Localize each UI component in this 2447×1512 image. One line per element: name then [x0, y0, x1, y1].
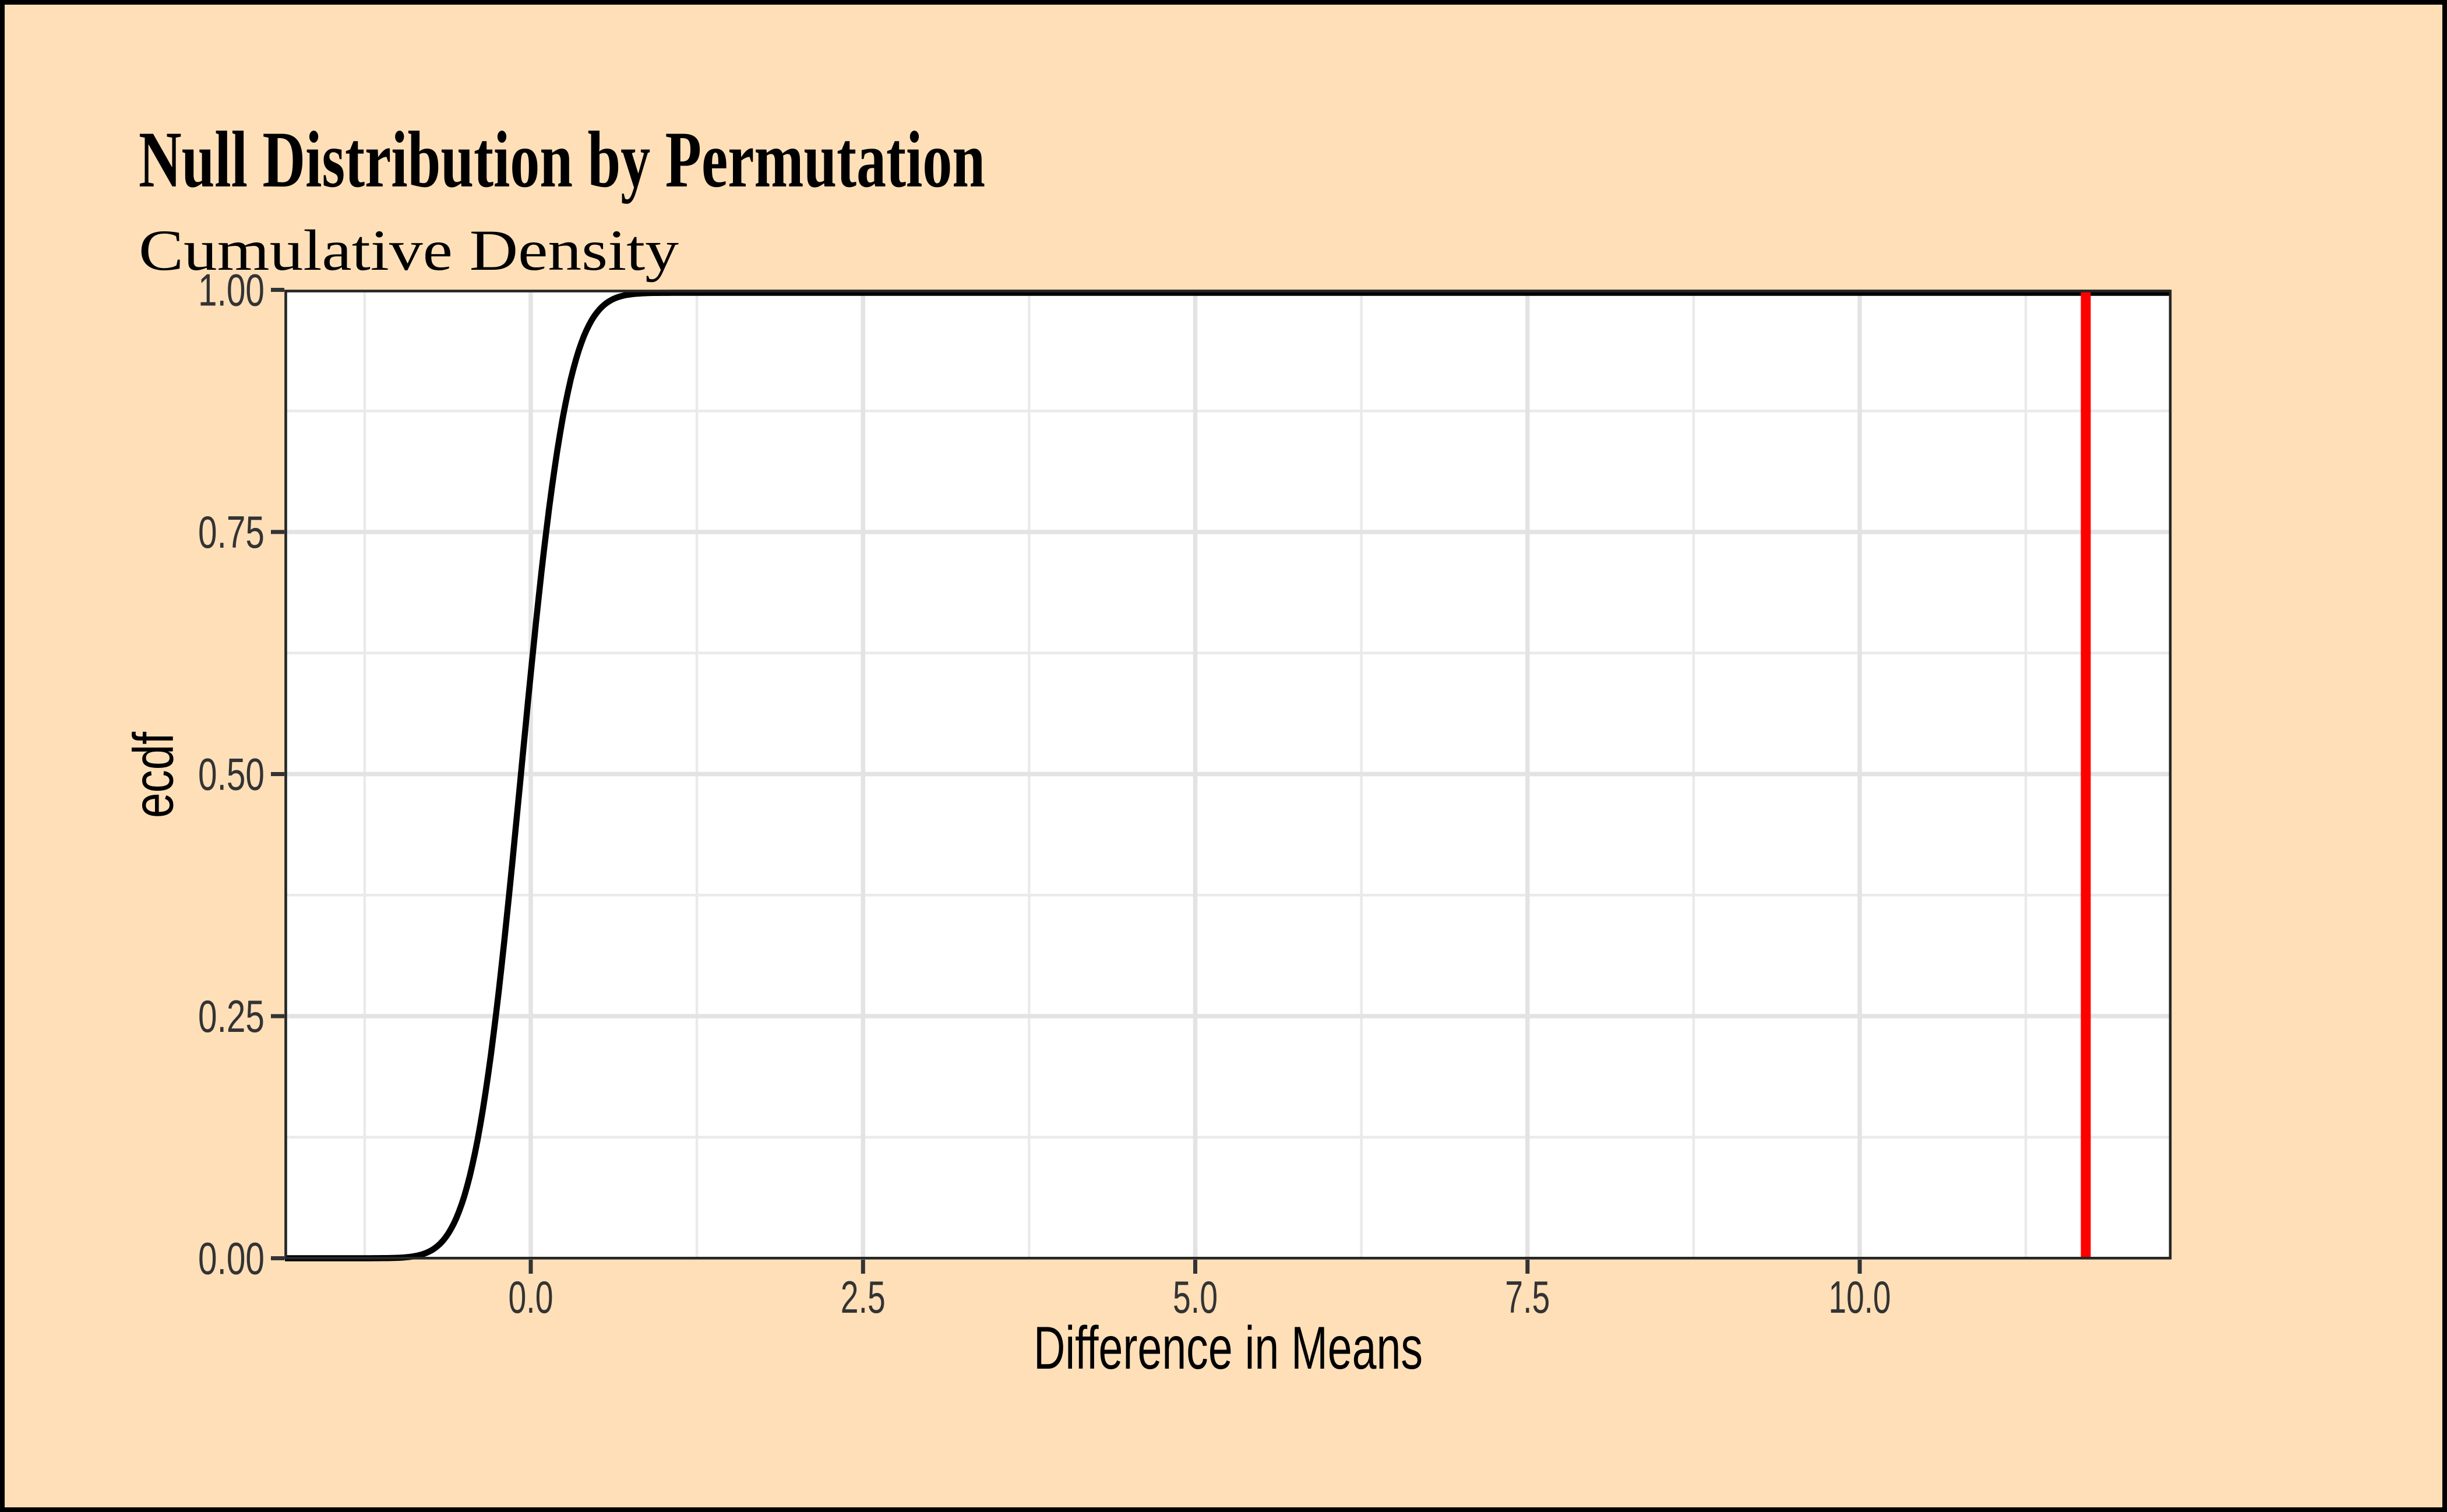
svg-text:0.0: 0.0: [509, 1271, 553, 1323]
svg-text:ecdf: ecdf: [122, 731, 185, 818]
svg-text:Null Distribution by Permutati: Null Distribution by Permutation: [139, 115, 985, 204]
svg-text:10.0: 10.0: [1829, 1271, 1891, 1323]
svg-text:Difference in Means: Difference in Means: [1034, 1314, 1423, 1382]
svg-text:5.0: 5.0: [1173, 1271, 1218, 1323]
svg-text:0.50: 0.50: [198, 749, 265, 800]
svg-text:0.25: 0.25: [198, 991, 265, 1042]
svg-text:7.5: 7.5: [1505, 1271, 1550, 1323]
svg-text:1.00: 1.00: [198, 265, 265, 316]
svg-text:Cumulative Density: Cumulative Density: [139, 218, 679, 283]
svg-text:0.75: 0.75: [198, 506, 265, 558]
svg-text:2.5: 2.5: [841, 1271, 886, 1323]
svg-text:0.00: 0.00: [198, 1233, 265, 1284]
